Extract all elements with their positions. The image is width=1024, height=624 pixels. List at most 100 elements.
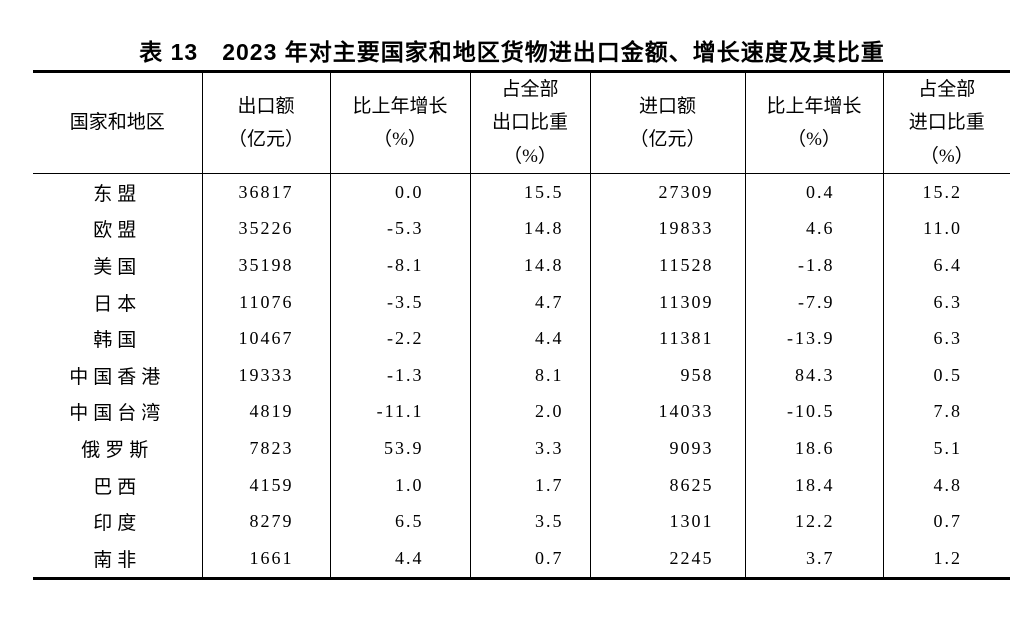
import-share-cell: 1.2 bbox=[933, 547, 962, 568]
table-row: 中国香港 19333 -1.3 8.1 958 84.3 0.5 bbox=[33, 356, 1010, 394]
export-growth-cell: 4.4 bbox=[330, 539, 471, 579]
import-value-cell: 27309 bbox=[590, 173, 746, 211]
import-growth-cell: 3.7 bbox=[745, 539, 884, 579]
export-share-cell: 4.7 bbox=[470, 283, 591, 321]
export-share-cell: 0.7 bbox=[470, 539, 591, 579]
col-header-import-share: 占全部 进口比重 （%） bbox=[883, 71, 1010, 174]
export-share-cell: 4.4 bbox=[470, 320, 591, 357]
import-share-cell: 7.8 bbox=[933, 401, 962, 422]
export-growth-cell: 0.0 bbox=[330, 173, 471, 211]
import-growth-cell: 12.2 bbox=[745, 503, 884, 540]
region-cell: 东盟 bbox=[33, 173, 203, 211]
table-row: 巴西 4159 1.0 1.7 8625 18.4 4.8 bbox=[33, 466, 1010, 504]
import-share-cell: 11.0 bbox=[923, 218, 962, 239]
export-share-cell: 8.1 bbox=[470, 356, 591, 394]
import-share-cell: 4.8 bbox=[933, 474, 962, 495]
col-header-export-growth: 比上年增长 （%） bbox=[330, 71, 471, 174]
export-share-cell: 3.5 bbox=[470, 503, 591, 540]
export-value-cell: 35226 bbox=[202, 210, 331, 248]
export-share-cell: 1.7 bbox=[470, 466, 591, 504]
export-growth-cell: 1.0 bbox=[330, 466, 471, 504]
export-share-cell: 14.8 bbox=[470, 210, 591, 248]
trade-statistics-table: 国家和地区 出口额 （亿元） 比上年增长 （%） 占全部 出口比重 （%） 进口… bbox=[33, 70, 1010, 580]
import-value-cell: 9093 bbox=[590, 430, 746, 467]
export-share-cell: 3.3 bbox=[470, 430, 591, 467]
import-growth-cell: 84.3 bbox=[745, 356, 884, 394]
table-row: 美国 35198 -8.1 14.8 11528 -1.8 6.4 bbox=[33, 247, 1010, 284]
export-growth-cell: -3.5 bbox=[330, 283, 471, 321]
export-value-cell: 7823 bbox=[202, 430, 331, 467]
region-cell: 中国台湾 bbox=[33, 393, 203, 431]
import-value-cell: 11528 bbox=[590, 247, 746, 284]
table-row: 印度 8279 6.5 3.5 1301 12.2 0.7 bbox=[33, 503, 1010, 540]
import-value-cell: 11381 bbox=[590, 320, 746, 357]
table-row: 韩国 10467 -2.2 4.4 11381 -13.9 6.3 bbox=[33, 320, 1010, 357]
region-cell: 中国香港 bbox=[33, 356, 203, 394]
export-value-cell: 4159 bbox=[202, 466, 331, 504]
import-growth-cell: 18.6 bbox=[745, 430, 884, 467]
table-row: 欧盟 35226 -5.3 14.8 19833 4.6 11.0 bbox=[33, 210, 1010, 248]
table-row: 中国台湾 4819 -11.1 2.0 14033 -10.5 7.8 bbox=[33, 393, 1010, 431]
table-body: 东盟 36817 0.0 15.5 27309 0.4 15.2 欧盟 3522… bbox=[33, 173, 1010, 579]
import-share-cell: 0.5 bbox=[933, 364, 962, 385]
import-growth-cell: -10.5 bbox=[745, 393, 884, 431]
import-share-cell: 6.4 bbox=[933, 254, 962, 275]
import-growth-cell: 0.4 bbox=[745, 173, 884, 211]
import-value-cell: 19833 bbox=[590, 210, 746, 248]
region-cell: 印度 bbox=[33, 503, 203, 540]
export-growth-cell: -2.2 bbox=[330, 320, 471, 357]
export-growth-cell: 53.9 bbox=[330, 430, 471, 467]
export-value-cell: 1661 bbox=[202, 539, 331, 579]
export-value-cell: 10467 bbox=[202, 320, 331, 357]
export-growth-cell: -1.3 bbox=[330, 356, 471, 394]
import-share-cell: 6.3 bbox=[933, 291, 962, 312]
import-share-cell: 0.7 bbox=[933, 511, 962, 532]
col-header-import-value: 进口额 （亿元） bbox=[590, 71, 746, 174]
table-row: 俄罗斯 7823 53.9 3.3 9093 18.6 5.1 bbox=[33, 430, 1010, 467]
export-share-cell: 14.8 bbox=[470, 247, 591, 284]
import-value-cell: 14033 bbox=[590, 393, 746, 431]
col-header-export-value: 出口额 （亿元） bbox=[202, 71, 331, 174]
table-header: 国家和地区 出口额 （亿元） 比上年增长 （%） 占全部 出口比重 （%） 进口… bbox=[33, 71, 1010, 174]
region-cell: 美国 bbox=[33, 247, 203, 284]
export-value-cell: 36817 bbox=[202, 173, 331, 211]
table-title: 表 13 2023 年对主要国家和地区货物进出口金额、增长速度及其比重 bbox=[139, 39, 885, 65]
export-growth-cell: -5.3 bbox=[330, 210, 471, 248]
import-growth-cell: -13.9 bbox=[745, 320, 884, 357]
export-value-cell: 11076 bbox=[202, 283, 331, 321]
region-cell: 日本 bbox=[33, 283, 203, 321]
header-row: 国家和地区 出口额 （亿元） 比上年增长 （%） 占全部 出口比重 （%） 进口… bbox=[33, 71, 1010, 174]
import-value-cell: 8625 bbox=[590, 466, 746, 504]
col-header-export-share: 占全部 出口比重 （%） bbox=[470, 71, 591, 174]
import-value-cell: 11309 bbox=[590, 283, 746, 321]
import-share-cell: 15.2 bbox=[922, 181, 962, 202]
col-header-region: 国家和地区 bbox=[33, 71, 203, 174]
table-row: 日本 11076 -3.5 4.7 11309 -7.9 6.3 bbox=[33, 283, 1010, 321]
import-growth-cell: 4.6 bbox=[745, 210, 884, 248]
import-growth-cell: 18.4 bbox=[745, 466, 884, 504]
import-value-cell: 1301 bbox=[590, 503, 746, 540]
export-share-cell: 15.5 bbox=[470, 173, 591, 211]
import-share-cell: 5.1 bbox=[933, 437, 962, 458]
import-growth-cell: -1.8 bbox=[745, 247, 884, 284]
import-value-cell: 958 bbox=[590, 356, 746, 394]
table-row: 东盟 36817 0.0 15.5 27309 0.4 15.2 bbox=[33, 173, 1010, 211]
region-cell: 欧盟 bbox=[33, 210, 203, 248]
import-growth-cell: -7.9 bbox=[745, 283, 884, 321]
export-growth-cell: 6.5 bbox=[330, 503, 471, 540]
import-share-cell: 6.3 bbox=[933, 328, 962, 349]
export-share-cell: 2.0 bbox=[470, 393, 591, 431]
export-value-cell: 35198 bbox=[202, 247, 331, 284]
region-cell: 韩国 bbox=[33, 320, 203, 357]
export-growth-cell: -8.1 bbox=[330, 247, 471, 284]
col-header-import-growth: 比上年增长 （%） bbox=[745, 71, 884, 174]
export-growth-cell: -11.1 bbox=[330, 393, 471, 431]
region-cell: 俄罗斯 bbox=[33, 430, 203, 467]
export-value-cell: 4819 bbox=[202, 393, 331, 431]
region-cell: 南非 bbox=[33, 539, 203, 579]
export-value-cell: 19333 bbox=[202, 356, 331, 394]
import-value-cell: 2245 bbox=[590, 539, 746, 579]
export-value-cell: 8279 bbox=[202, 503, 331, 540]
table-row: 南非 1661 4.4 0.7 2245 3.7 1.2 bbox=[33, 539, 1010, 579]
